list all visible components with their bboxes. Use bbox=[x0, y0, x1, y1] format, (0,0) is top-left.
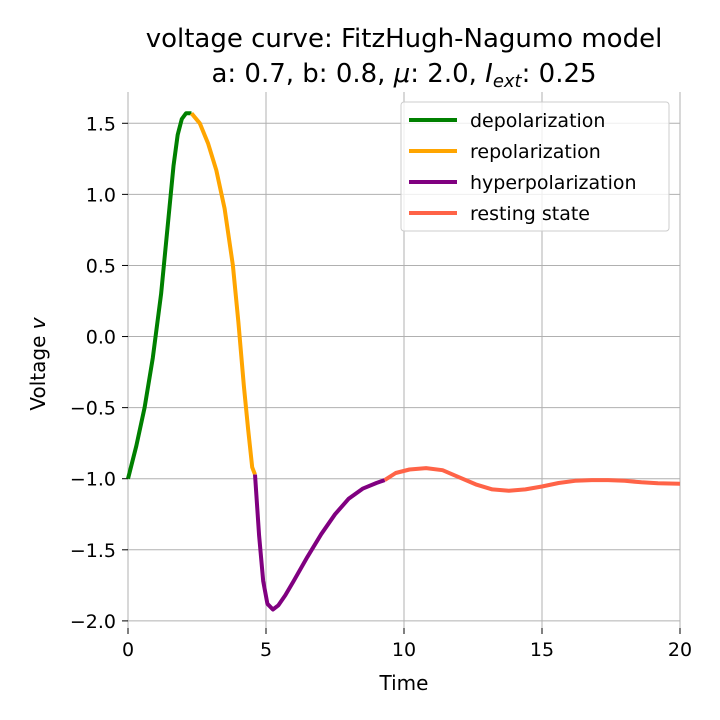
y-axis-label-var: v bbox=[26, 316, 50, 329]
y-tick-label: 0.5 bbox=[86, 255, 116, 277]
y-tick-label: 1.0 bbox=[86, 184, 116, 206]
chart-title-line1: voltage curve: FitzHugh-Nagumo model bbox=[146, 24, 663, 54]
x-tick-label: 20 bbox=[668, 639, 692, 661]
axes bbox=[122, 122, 681, 634]
title-params-prefix: a: 0.7, b: 0.8, bbox=[211, 59, 393, 89]
series-line-depolarization bbox=[126, 111, 192, 480]
title-mu-value: : 2.0, bbox=[410, 59, 485, 89]
x-tick-label: 5 bbox=[260, 639, 272, 661]
y-tick-label: −1.5 bbox=[70, 540, 116, 562]
series-line-resting-state bbox=[383, 466, 681, 493]
title-iext-value: : 0.25 bbox=[522, 59, 597, 89]
series-lines bbox=[126, 111, 681, 612]
y-tick-label: −2.0 bbox=[70, 611, 116, 633]
x-tick-labels: 0 5 10 15 20 bbox=[122, 639, 692, 661]
y-tick-label: 1.5 bbox=[86, 113, 116, 135]
chart-title-line2: a: 0.7, b: 0.8, μ: 2.0, Iext: 0.25 bbox=[211, 59, 596, 92]
legend-label-depolarization: depolarization bbox=[470, 110, 605, 132]
y-tick-label: −0.5 bbox=[70, 398, 116, 420]
legend-label-hyperpolarization: hyperpolarization bbox=[470, 172, 637, 194]
series-line-repolarization bbox=[189, 112, 257, 476]
title-mu-symbol: μ bbox=[393, 59, 411, 89]
y-axis-label-prefix: Voltage bbox=[26, 329, 50, 410]
title-iext-sub: ext bbox=[493, 71, 523, 92]
y-tick-label: −1.0 bbox=[70, 469, 116, 491]
x-tick-label: 15 bbox=[530, 639, 554, 661]
legend-frame bbox=[400, 101, 670, 232]
legend-label-resting-state: resting state bbox=[470, 203, 590, 225]
y-tick-labels: 1.5 1.0 0.5 0.0 −0.5 −1.0 −1.5 −2.0 bbox=[70, 113, 116, 633]
series-line-hyperpolarization bbox=[253, 474, 386, 612]
legend-label-repolarization: repolarization bbox=[470, 141, 601, 163]
legend: depolarization repolarization hyperpolariz… bbox=[400, 101, 670, 232]
x-axis-label: Time bbox=[379, 671, 429, 695]
x-tick-label: 10 bbox=[392, 639, 416, 661]
title-iext-base: I bbox=[485, 59, 493, 89]
y-tick-label: 0.0 bbox=[86, 327, 116, 349]
x-tick-label: 0 bbox=[122, 639, 134, 661]
y-axis-label: Voltage v bbox=[26, 316, 50, 410]
